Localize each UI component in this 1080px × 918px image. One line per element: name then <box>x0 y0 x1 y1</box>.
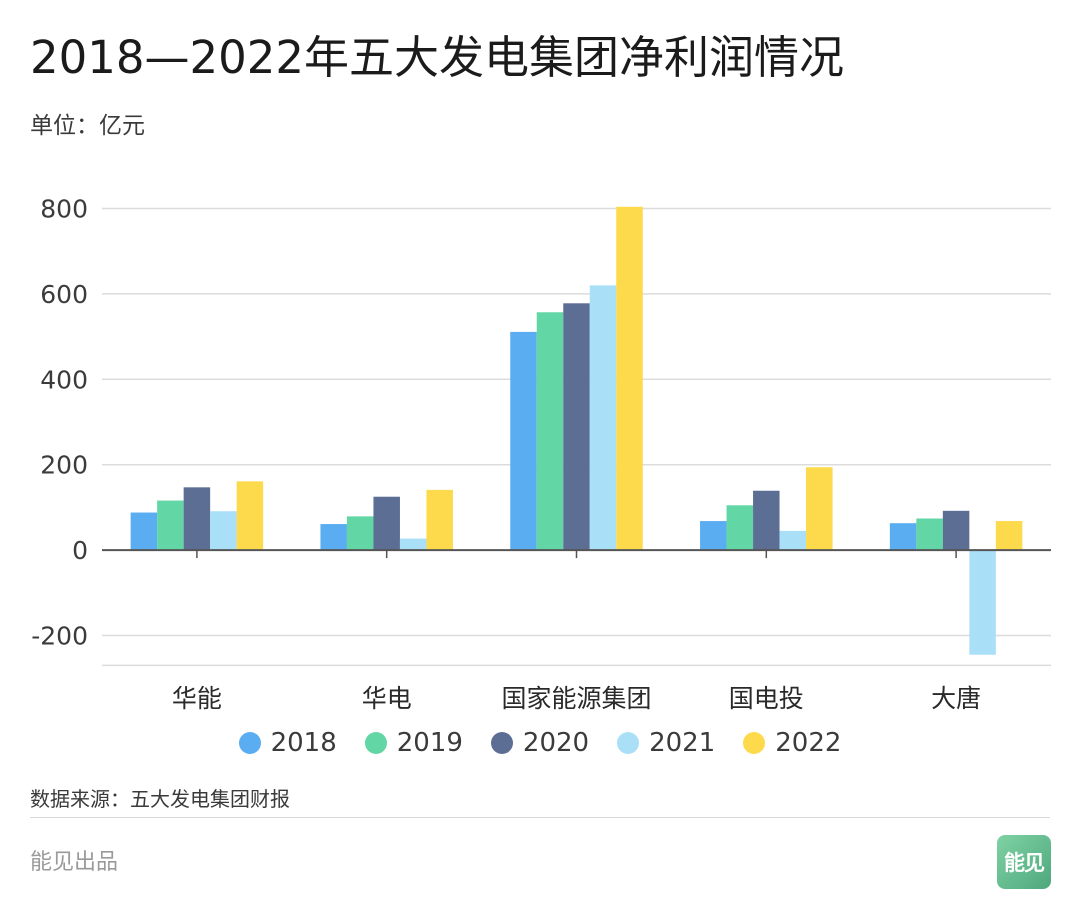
bar-2018-0 <box>130 512 158 551</box>
unit-label: 单位：亿元 <box>30 113 145 139</box>
legend-swatch <box>617 732 640 754</box>
bar-2019-3 <box>726 505 754 551</box>
y-tick-label: 0 <box>72 536 88 565</box>
bar-chart: -200 0 200 400 600 800 华能 华电 国家能源集团 国电投 大唐 <box>31 195 1051 713</box>
legend-label: 2019 <box>396 728 463 758</box>
legend-item-2020: 2020 <box>490 728 590 758</box>
y-tick-label: 400 <box>40 365 88 394</box>
legend-swatch <box>743 732 766 754</box>
y-tick-label: 200 <box>40 451 88 480</box>
chart-legend: 2018 2019 2020 2021 2022 <box>0 723 1080 763</box>
bar-2020-4 <box>942 510 970 551</box>
chart-title: 2018—2022年五大发电集团净利润情况 <box>30 31 845 84</box>
bar-2018-3 <box>700 521 727 551</box>
brand-logo-text: 能见 <box>1004 851 1045 875</box>
x-category-label: 国电投 <box>729 684 804 713</box>
bar-2021-1 <box>399 538 427 551</box>
data-source: 数据来源：五大发电集团财报 <box>30 787 290 811</box>
bar-2020-0 <box>183 487 211 551</box>
legend-label: 2022 <box>775 728 842 758</box>
legend-label: 2020 <box>522 728 590 758</box>
bar-2021-0 <box>210 511 237 551</box>
bar-2020-2 <box>563 303 590 551</box>
legend-swatch <box>490 732 513 754</box>
bar-2018-1 <box>320 524 347 551</box>
bar-2021-3 <box>779 530 807 551</box>
bar-2022-1 <box>426 489 453 551</box>
legend-item-2022: 2022 <box>743 728 841 758</box>
x-category-label: 大唐 <box>931 684 981 713</box>
y-tick-label: -200 <box>31 622 88 651</box>
bar-2022-3 <box>806 467 833 551</box>
legend-label: 2021 <box>649 728 716 758</box>
bar-2019-1 <box>346 516 374 551</box>
brand-logo: 能见 <box>997 835 1051 889</box>
bar-2021-2 <box>589 285 617 551</box>
legend-item-2018: 2018 <box>238 728 337 758</box>
y-tick-label: 800 <box>40 195 88 224</box>
bar-2018-2 <box>510 331 537 551</box>
legend-item-2021: 2021 <box>617 728 715 758</box>
legend-swatch <box>364 732 387 754</box>
bar-2022-4 <box>995 521 1023 551</box>
legend-swatch <box>238 732 261 754</box>
legend-item-2019: 2019 <box>364 728 463 758</box>
bar-2019-0 <box>157 500 184 551</box>
bar-2022-0 <box>236 481 264 551</box>
bar-2021-4 <box>969 550 996 655</box>
x-category-label: 国家能源集团 <box>501 684 651 713</box>
x-category-label: 华电 <box>362 684 412 713</box>
footer-credit: 能见出品 <box>30 850 119 875</box>
bar-2018-4 <box>889 523 917 551</box>
legend-label: 2018 <box>270 728 337 758</box>
x-category-label: 华能 <box>172 684 222 713</box>
bar-2019-4 <box>916 518 943 551</box>
bar-2019-2 <box>536 312 564 551</box>
bar-2022-2 <box>616 206 643 551</box>
y-tick-label: 600 <box>40 280 88 309</box>
bar-2020-3 <box>753 490 780 551</box>
footer-divider <box>30 817 1050 818</box>
bar-2020-1 <box>373 496 400 551</box>
